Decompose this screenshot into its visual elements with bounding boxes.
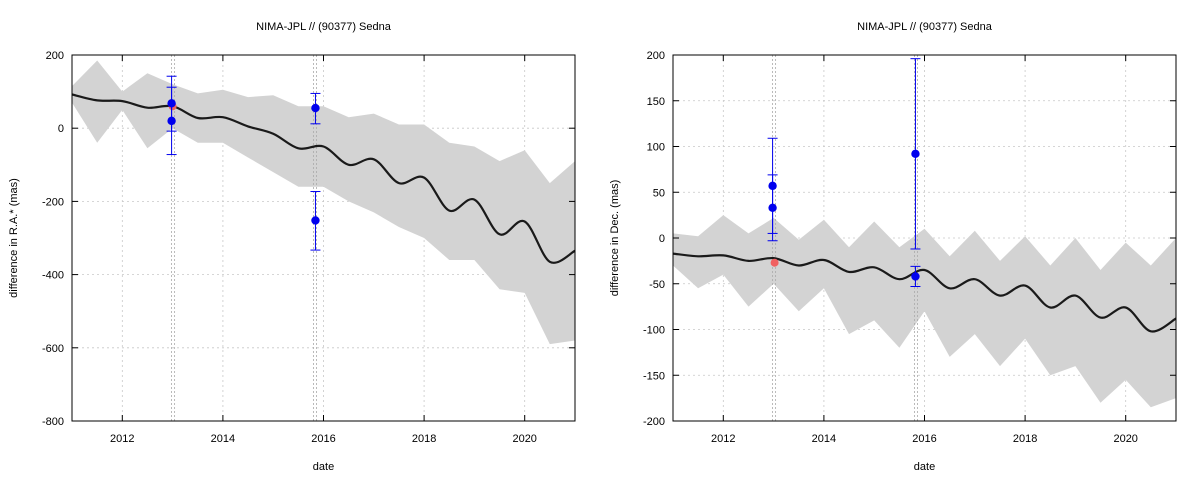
observation-point [911, 272, 920, 281]
observation-point [911, 149, 920, 159]
observation-point [311, 103, 320, 113]
y-tick-label: -50 [649, 279, 665, 291]
x-tick-label: 2012 [711, 433, 735, 445]
model-line [72, 93, 575, 264]
y-tick-label: -400 [42, 270, 64, 282]
x-tick-label: 2016 [912, 433, 936, 445]
x-tick-label: 2012 [110, 433, 134, 445]
y-tick-label: -600 [42, 343, 64, 355]
x-tick-label: 2016 [311, 433, 335, 445]
observation-point [311, 216, 320, 225]
y-tick-label: 200 [647, 50, 665, 62]
y-tick-label: 200 [46, 50, 64, 62]
y-axis-label: difference in R.A.* (mas) [8, 178, 20, 298]
chart-title: NIMA-JPL // (90377) Sedna [857, 21, 993, 33]
x-tick-label: 2020 [512, 433, 536, 445]
y-tick-label: -800 [42, 416, 64, 428]
x-axis-label: date [313, 461, 334, 473]
y-axis-label: difference in Dec. (mas) [609, 180, 621, 297]
y-tick-label: -150 [643, 370, 665, 382]
y-tick-label: 150 [647, 96, 665, 108]
y-tick-label: -200 [643, 416, 665, 428]
x-tick-label: 2018 [412, 433, 436, 445]
chart-title: NIMA-JPL // (90377) Sedna [256, 21, 392, 33]
uncertainty-band [673, 215, 1176, 408]
x-tick-label: 2018 [1013, 433, 1037, 445]
y-tick-label: 100 [647, 142, 665, 154]
x-tick-label: 2014 [211, 433, 235, 445]
prediction-point [770, 258, 779, 267]
y-tick-label: -200 [42, 196, 64, 208]
observation-point [768, 203, 777, 213]
x-axis-label: date [914, 461, 935, 473]
observation-point [167, 116, 176, 126]
x-tick-label: 2020 [1113, 433, 1137, 445]
y-tick-label: 0 [58, 123, 64, 135]
y-tick-label: 0 [659, 233, 665, 245]
chart-panel-1: -800 -600 -400 -200 0 200 2012 2014 2016 2018 2020… [8, 21, 576, 473]
chart-panel-2: -200 -150 -100 -50 0 50 100 150 200 2012 2014 2016 2… [609, 21, 1177, 473]
uncertainty-band [72, 60, 575, 345]
y-tick-label: -100 [643, 325, 665, 337]
y-tick-label: 50 [653, 187, 665, 199]
x-tick-label: 2014 [812, 433, 836, 445]
model-line [673, 252, 1176, 333]
